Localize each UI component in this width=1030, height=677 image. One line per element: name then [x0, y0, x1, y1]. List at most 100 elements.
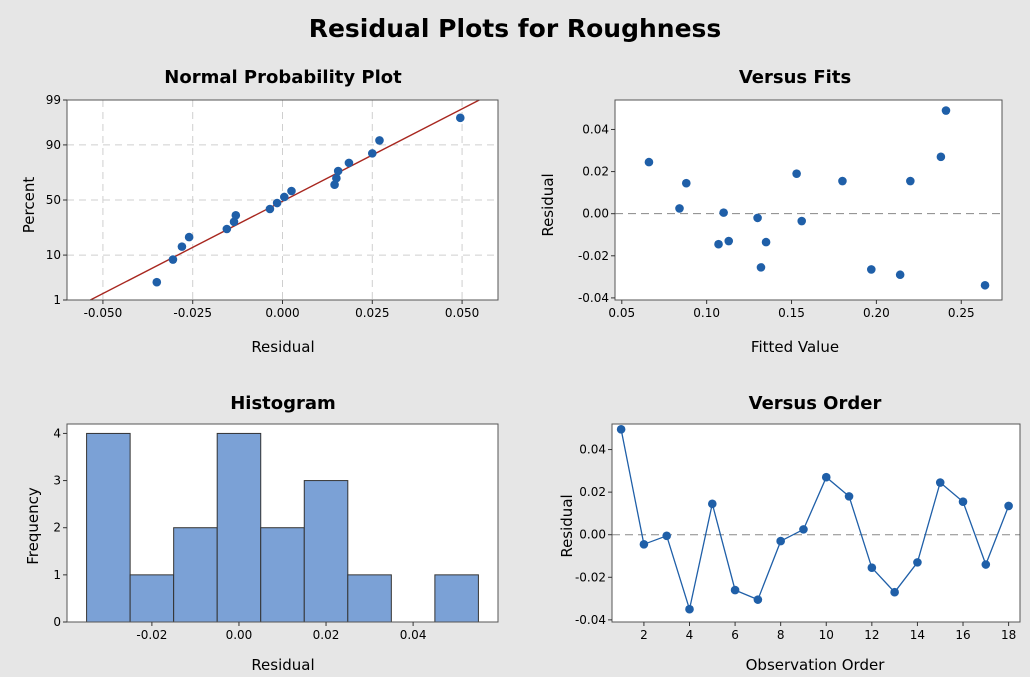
versus-order-plot-area: 2 4 6 8 10 12 14 16 18 -0.04 -0.02 0.00 0.02 0.04 — [575, 423, 1021, 642]
versus-fits-border — [614, 99, 1003, 301]
histogram-xlabel: Residual — [251, 656, 314, 674]
normal-probability-point — [177, 242, 187, 251]
versus-order-x-tick-label: 14 — [910, 628, 925, 642]
normal-probability-point — [287, 186, 296, 196]
versus-order-point — [799, 525, 808, 534]
versus-fits-y-tick-label: 0.04 — [582, 122, 609, 136]
versus-order-y-tick-label: 0.02 — [579, 485, 606, 499]
versus-fits-point — [675, 204, 684, 213]
versus-order-series-line — [620, 429, 1010, 612]
versus-fits-point — [756, 263, 766, 272]
normal-probability-point — [375, 136, 384, 145]
histogram-bar — [303, 480, 349, 623]
versus-order-x-tick-label: 6 — [731, 628, 739, 642]
versus-order-x-tick-label: 16 — [955, 628, 970, 642]
normal-probability-point — [333, 166, 343, 176]
versus-fits-y-tick-label: 0.02 — [582, 165, 609, 179]
versus-order-x-tick-label: 10 — [819, 628, 834, 642]
histogram-bar — [129, 574, 175, 623]
histogram-border — [66, 423, 499, 623]
normal-probability-y-tick-label: 99 — [46, 93, 61, 107]
normal-probability-point — [168, 255, 178, 264]
histogram-bar — [86, 432, 131, 623]
versus-fits-point — [753, 213, 762, 223]
normal-probability-y-tick-label: 90 — [46, 138, 61, 152]
normal-probability-point — [184, 232, 194, 242]
histogram-x-tick-label: 0.04 — [400, 628, 427, 642]
versus-fits-title: Versus Fits — [739, 67, 851, 88]
versus-order-point — [890, 587, 899, 597]
normal-probability-x-tick-label: 0.025 — [355, 306, 389, 320]
histogram-bar — [347, 574, 392, 623]
versus-fits-x-tick-label: 0.10 — [693, 306, 720, 320]
normal-probability-plot-area: -0.050 -0.025 0.000 0.025 0.050 1 10 50 90 99 — [46, 93, 499, 320]
versus-fits-xlabel: Fitted Value — [751, 338, 839, 356]
histogram-x-tick-label: 0.00 — [226, 628, 253, 642]
normal-probability-x-tick-label: -0.050 — [84, 306, 123, 320]
versus-fits-point — [867, 265, 876, 274]
versus-fits-point — [895, 270, 905, 280]
normal-probability-point — [265, 204, 275, 214]
normal-probability-point — [222, 224, 232, 234]
versus-fits-panel: Versus Fits Fitted Value Residual 0.05 0.… — [539, 67, 1003, 356]
versus-fits-point — [936, 152, 946, 162]
versus-fits-point — [797, 216, 807, 226]
versus-order-ylabel: Residual — [558, 494, 576, 557]
histogram-bar — [216, 432, 262, 623]
normal-probability-title: Normal Probability Plot — [164, 67, 402, 88]
versus-fits-point — [761, 237, 771, 247]
histogram-plot-area: -0.02 0.00 0.02 0.04 0 1 2 3 4 — [53, 423, 499, 642]
histogram-panel: Histogram Residual Frequency -0.02 0.00 0.… — [24, 393, 499, 674]
normal-probability-point — [152, 277, 162, 287]
normal-probability-point — [332, 173, 341, 183]
versus-order-point — [616, 425, 626, 434]
versus-fits-x-tick-label: 0.15 — [778, 306, 805, 320]
versus-order-point — [981, 560, 991, 569]
versus-fits-y-tick-label: 0.00 — [582, 207, 609, 221]
versus-order-point — [844, 492, 854, 501]
versus-order-x-tick-label: 4 — [686, 628, 694, 642]
versus-order-x-tick-label: 2 — [640, 628, 648, 642]
histogram-title: Histogram — [230, 393, 336, 414]
histogram-ylabel: Frequency — [24, 487, 42, 565]
normal-probability-x-tick-label: 0.000 — [265, 306, 299, 320]
normal-probability-point — [279, 192, 289, 202]
versus-fits-point — [681, 178, 691, 188]
versus-fits-x-tick-label: 0.20 — [863, 306, 890, 320]
versus-fits-point — [719, 208, 728, 217]
versus-order-point — [753, 595, 763, 604]
versus-order-y-tick-label: -0.02 — [575, 570, 606, 584]
normal-probability-point — [344, 158, 354, 168]
versus-fits-point — [644, 157, 654, 167]
normal-probability-y-tick-label: 1 — [53, 293, 61, 307]
versus-fits-ylabel: Residual — [539, 173, 557, 236]
normal-probability-point — [272, 198, 282, 208]
versus-fits-point — [980, 280, 990, 290]
versus-order-border — [611, 423, 1021, 623]
normal-probability-point — [229, 217, 239, 227]
versus-order-point — [776, 536, 785, 546]
normal-probability-panel: Normal Probability Plot Residual Percent… — [20, 67, 499, 356]
normal-probability-point — [330, 180, 339, 190]
versus-order-point — [662, 531, 672, 541]
versus-order-point — [1004, 501, 1013, 511]
versus-order-point — [935, 478, 945, 487]
versus-order-x-tick-label: 8 — [777, 628, 785, 642]
histogram-x-tick-label: 0.02 — [313, 628, 340, 642]
histogram-y-tick-label: 0 — [53, 615, 61, 629]
histogram-y-tick-label: 2 — [53, 521, 61, 535]
versus-order-x-tick-label: 18 — [1001, 628, 1016, 642]
histogram-bar — [173, 527, 218, 623]
versus-order-x-tick-label: 12 — [864, 628, 879, 642]
versus-fits-point — [792, 169, 801, 178]
versus-order-point — [821, 472, 831, 482]
versus-order-y-tick-label: 0.00 — [579, 528, 606, 542]
versus-order-point — [958, 497, 968, 507]
normal-probability-xlabel: Residual — [251, 338, 314, 356]
histogram-x-tick-label: -0.02 — [136, 628, 167, 642]
normal-probability-point — [455, 113, 465, 123]
normal-probability-x-tick-label: -0.025 — [173, 306, 212, 320]
versus-fits-point — [906, 176, 915, 186]
versus-fits-y-tick-label: -0.02 — [578, 249, 609, 263]
